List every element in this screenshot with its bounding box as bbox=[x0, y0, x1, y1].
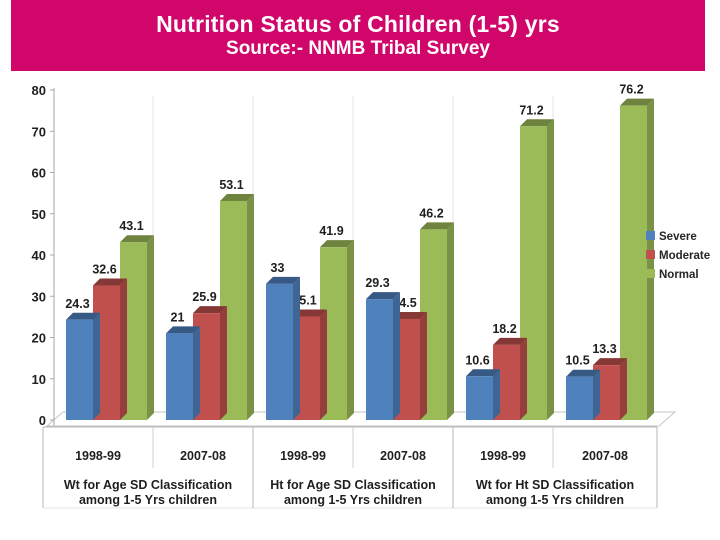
bar-top-moderate bbox=[493, 337, 527, 345]
bar-severe-1998-99 bbox=[266, 283, 293, 420]
group-label-line1: Wt for Age SD Classification bbox=[64, 478, 232, 492]
y-axis-tick-label: 0 bbox=[39, 413, 46, 428]
bar-top-normal bbox=[120, 235, 154, 243]
legend-label-normal: Normal bbox=[659, 269, 699, 281]
legend-swatch-severe bbox=[646, 231, 655, 240]
bar-value-label: 13.3 bbox=[592, 342, 616, 356]
bar-side-normal bbox=[247, 193, 254, 420]
bar-side-severe bbox=[293, 276, 300, 420]
bar-side-severe bbox=[393, 292, 400, 420]
bar-value-label: 76.2 bbox=[619, 83, 643, 97]
bar-top-severe bbox=[566, 369, 600, 377]
bar-value-label: 10.5 bbox=[565, 354, 589, 368]
year-label: 1998-99 bbox=[75, 449, 121, 463]
y-axis-tick-label: 80 bbox=[32, 83, 46, 98]
bar-top-severe bbox=[166, 326, 200, 334]
bar-side-normal bbox=[147, 235, 154, 420]
bar-top-moderate bbox=[193, 306, 227, 314]
year-label: 1998-99 bbox=[480, 449, 526, 463]
bar-side-moderate bbox=[620, 358, 627, 420]
year-label: 2007-08 bbox=[380, 449, 426, 463]
bar-top-moderate bbox=[93, 278, 127, 286]
bar-side-moderate bbox=[420, 311, 427, 420]
year-label: 1998-99 bbox=[280, 449, 326, 463]
bar-top-severe bbox=[366, 292, 400, 300]
legend-swatch-normal bbox=[646, 269, 655, 278]
bar-side-severe bbox=[193, 326, 200, 420]
bar-top-moderate bbox=[293, 309, 327, 317]
bar-value-label: 10.6 bbox=[465, 353, 489, 367]
bar-top-moderate bbox=[393, 311, 427, 319]
bar-value-label: 25.9 bbox=[192, 290, 216, 304]
bar-side-severe bbox=[493, 369, 500, 420]
bar-side-normal bbox=[647, 98, 654, 421]
bar-top-normal bbox=[620, 98, 654, 106]
bar-side-normal bbox=[547, 119, 554, 421]
group-label-line1: Wt for Ht SD Classification bbox=[476, 478, 634, 492]
legend-swatch-moderate bbox=[646, 250, 655, 259]
bar-severe-1998-99 bbox=[466, 376, 493, 420]
bar-side-moderate bbox=[120, 278, 127, 420]
group-label-line2: among 1-5 Yrs children bbox=[284, 493, 422, 507]
bar-value-label: 21 bbox=[171, 310, 185, 324]
bar-severe-2007-08 bbox=[366, 299, 393, 420]
plot-floor bbox=[45, 411, 677, 427]
group-label-line2: among 1-5 Yrs children bbox=[486, 493, 624, 507]
bar-value-label: 43.1 bbox=[119, 219, 143, 233]
bar-top-normal bbox=[320, 240, 354, 248]
year-label: 2007-08 bbox=[180, 449, 226, 463]
bar-value-label: 33 bbox=[271, 261, 285, 275]
y-axis-tick-label: 60 bbox=[32, 166, 46, 181]
bar-side-moderate bbox=[520, 337, 527, 420]
bar-severe-1998-99 bbox=[66, 319, 93, 420]
y-axis-tick-label: 20 bbox=[32, 331, 46, 346]
bar-value-label: 24.3 bbox=[65, 297, 89, 311]
bar-top-normal bbox=[220, 193, 254, 201]
bar-value-label: 32.6 bbox=[92, 263, 116, 277]
slide-title: Nutrition Status of Children (1-5) yrs bbox=[156, 10, 560, 37]
bar-side-normal bbox=[347, 240, 354, 420]
bar-severe-2007-08 bbox=[166, 333, 193, 420]
y-axis-tick-label: 50 bbox=[32, 207, 46, 222]
bar-value-label: 18.2 bbox=[492, 322, 516, 336]
y-axis-tick-label: 70 bbox=[32, 124, 46, 139]
bar-value-label: 41.9 bbox=[319, 224, 343, 238]
slide-title-banner: Nutrition Status of Children (1-5) yrs S… bbox=[11, 0, 705, 71]
bar-value-label: 29.3 bbox=[365, 276, 389, 290]
y-axis-tick-label: 30 bbox=[32, 289, 46, 304]
slide-subtitle: Source:- NNMB Tribal Survey bbox=[226, 38, 490, 60]
bar-value-label: 71.2 bbox=[519, 103, 543, 117]
group-label-line1: Ht for Age SD Classification bbox=[270, 478, 436, 492]
bar-side-severe bbox=[93, 312, 100, 420]
bar-side-severe bbox=[593, 369, 600, 420]
bar-side-moderate bbox=[220, 306, 227, 420]
bar-top-severe bbox=[466, 369, 500, 377]
bar-severe-2007-08 bbox=[566, 376, 593, 420]
bar-value-label: 46.2 bbox=[419, 206, 443, 220]
bar-top-normal bbox=[420, 222, 454, 230]
bar-value-label: 53.1 bbox=[219, 178, 243, 192]
group-label-line2: among 1-5 Yrs children bbox=[79, 493, 217, 507]
bar-side-moderate bbox=[320, 309, 327, 420]
legend-label-moderate: Moderate bbox=[659, 250, 710, 262]
bar-top-severe bbox=[66, 312, 100, 320]
bar-top-moderate bbox=[593, 358, 627, 366]
bar-top-severe bbox=[266, 276, 300, 284]
bar-top-normal bbox=[520, 119, 554, 127]
y-axis-tick-label: 40 bbox=[32, 248, 46, 263]
year-label: 2007-08 bbox=[582, 449, 628, 463]
y-axis-tick-label: 10 bbox=[32, 372, 46, 387]
legend-label-severe: Severe bbox=[659, 231, 697, 243]
bar-side-normal bbox=[447, 222, 454, 420]
